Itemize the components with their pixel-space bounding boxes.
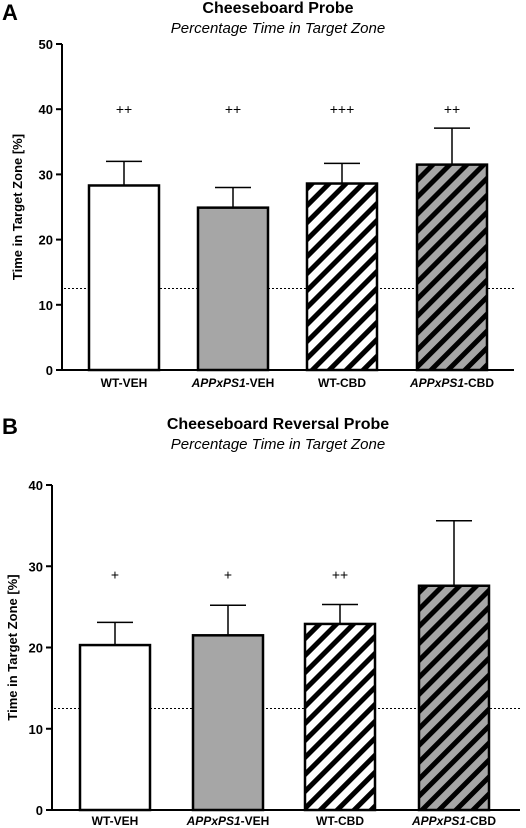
significance-label: +++ (330, 101, 355, 117)
chart-subtitle-a: Percentage Time in Target Zone (170, 20, 386, 37)
chart-title-b: Cheeseboard Reversal Probe (166, 416, 390, 433)
y-tick-label: 40 (39, 102, 53, 117)
significance-label: ++ (116, 101, 132, 117)
bar-chart-b: 0 10 20 30 40 Time in Target Zone [%] + WT-VEH +… (5, 478, 520, 828)
bar (415, 163, 489, 372)
bar (78, 643, 152, 812)
y-tick-label: 30 (39, 167, 53, 182)
bar (191, 634, 265, 812)
chart-title-a: Cheeseboard Probe (202, 0, 354, 17)
chart-panel-a: A Cheeseboard Probe Percentage Time in T… (0, 0, 526, 400)
bar (305, 182, 379, 372)
panel-letter-b: B (2, 414, 18, 439)
x-tick-label: APPxPS1-CBD (411, 814, 496, 828)
y-tick-label: 0 (36, 803, 43, 818)
bar-chart-a: 0 10 20 30 40 50 Time in Target Zone [%] ++ WT-V… (10, 37, 514, 390)
x-tick-label: WT-CBD (316, 814, 364, 828)
y-tick-label: 20 (29, 641, 43, 656)
y-axis-label: Time in Target Zone [%] (5, 574, 20, 720)
x-tick-label: WT-CBD (318, 376, 366, 390)
x-tick-label: WT-VEH (101, 376, 148, 390)
bar (87, 184, 161, 372)
bar (303, 622, 377, 812)
significance-label: + (111, 566, 119, 582)
y-axis-label: Time in Target Zone [%] (10, 134, 25, 280)
x-tick-label: APPxPS1-VEH (186, 814, 270, 828)
y-tick-label: 10 (29, 722, 43, 737)
y-tick-label: 20 (39, 233, 53, 248)
y-tick-label: 50 (39, 37, 53, 52)
x-tick-label: APPxPS1-CBD (409, 376, 494, 390)
chart-panel-b: B Cheeseboard Reversal Probe Percentage … (0, 414, 526, 828)
significance-label: ++ (444, 101, 460, 117)
significance-label: ++ (225, 101, 241, 117)
significance-label: + (224, 566, 232, 582)
y-tick-label: 30 (29, 559, 43, 574)
y-tick-label: 0 (46, 363, 53, 378)
bar (196, 206, 270, 372)
panel-letter-a: A (2, 0, 18, 25)
chart-subtitle-b: Percentage Time in Target Zone (170, 436, 386, 453)
y-tick-label: 10 (39, 298, 53, 313)
x-tick-label: APPxPS1-VEH (191, 376, 275, 390)
significance-label: ++ (332, 566, 348, 582)
y-tick-label: 40 (29, 478, 43, 493)
bar (417, 584, 491, 812)
x-tick-label: WT-VEH (92, 814, 139, 828)
